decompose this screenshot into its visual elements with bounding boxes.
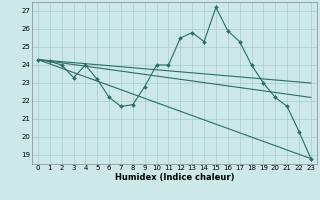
- X-axis label: Humidex (Indice chaleur): Humidex (Indice chaleur): [115, 173, 234, 182]
